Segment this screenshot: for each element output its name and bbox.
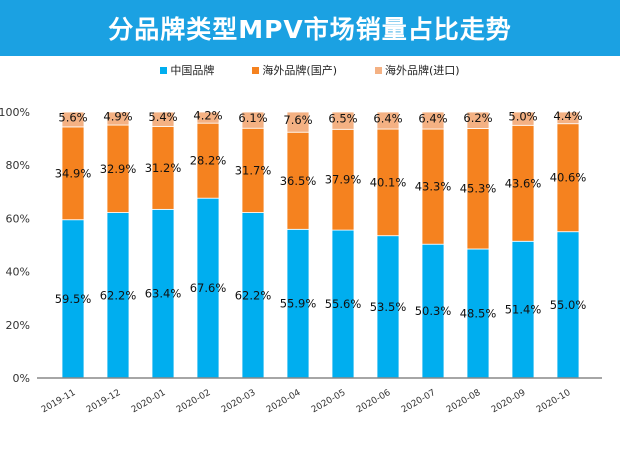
legend-label: 海外品牌(国产) (262, 64, 337, 77)
data-label: 6.5% (328, 112, 357, 126)
x-tick-label: 2020-05 (310, 388, 348, 415)
chart-title: 分品牌类型MPV市场销量占比走势 (108, 15, 512, 44)
data-label: 4.9% (103, 110, 132, 124)
data-label: 40.1% (370, 175, 407, 189)
y-tick-label: 20% (6, 319, 30, 332)
x-tick-label: 2020-02 (175, 388, 213, 415)
data-label: 6.1% (238, 111, 267, 125)
data-label: 53.5% (370, 300, 407, 314)
bar-segment (286, 111, 310, 133)
bar-segment (466, 111, 490, 129)
x-tick-label: 2020-09 (490, 388, 528, 416)
data-label: 62.2% (100, 288, 137, 302)
bar-segment (511, 111, 535, 126)
data-label: 4.2% (193, 109, 222, 123)
x-tick-label: 2020-10 (535, 388, 573, 416)
data-label: 48.5% (460, 306, 497, 320)
legend-label: 海外品牌(进口) (385, 64, 460, 77)
y-tick-label: 0% (13, 372, 30, 385)
data-label: 55.0% (550, 298, 587, 312)
data-label: 55.6% (325, 297, 362, 311)
data-label: 43.6% (505, 176, 542, 190)
data-label: 31.2% (145, 161, 182, 175)
x-tick-label: 2020-03 (220, 388, 258, 415)
bar-segment (331, 111, 355, 130)
data-label: 62.2% (235, 288, 272, 302)
y-tick-label: 60% (6, 212, 30, 225)
legend-label: 中国品牌 (170, 64, 215, 77)
x-tick-label: 2020-04 (265, 388, 303, 416)
data-label: 31.7% (235, 163, 272, 177)
x-tick-label: 2020-01 (130, 388, 168, 415)
x-tick-label: 2020-06 (355, 388, 393, 416)
bar-segment (241, 111, 265, 129)
title-bar: 分品牌类型MPV市场销量占比走势 (0, 0, 620, 56)
legend-swatch (375, 66, 382, 74)
data-label: 67.6% (190, 281, 227, 295)
legend-item: 中国品牌 (160, 62, 214, 78)
data-label: 45.3% (460, 182, 497, 196)
bar-segment (556, 111, 580, 125)
data-label: 5.4% (148, 110, 177, 124)
bar-segment (421, 111, 445, 130)
data-label: 55.9% (280, 297, 317, 311)
y-tick-label: 40% (6, 266, 30, 279)
legend-swatch (160, 66, 168, 74)
x-tick-label: 2020-08 (445, 388, 483, 416)
bar-segment (61, 111, 85, 128)
legend-swatch (252, 66, 260, 74)
bar-segment (151, 111, 175, 127)
legend-item: 海外品牌(进口) (375, 62, 460, 78)
data-label: 43.3% (415, 180, 452, 194)
bar-segment (196, 111, 220, 124)
data-label: 6.2% (463, 111, 492, 125)
data-label: 36.5% (280, 174, 317, 188)
y-tick-label: 100% (0, 106, 30, 119)
data-label: 34.9% (55, 166, 92, 180)
data-label: 4.4% (553, 109, 582, 123)
x-tick-label: 2019-11 (40, 388, 78, 415)
data-label: 37.9% (325, 173, 362, 187)
data-label: 50.3% (415, 304, 452, 318)
y-tick-label: 80% (6, 159, 30, 172)
data-label: 28.2% (190, 154, 227, 168)
data-label: 5.6% (58, 110, 87, 124)
data-label: 40.6% (550, 171, 587, 185)
x-tick-label: 2019-12 (85, 388, 123, 415)
data-label: 6.4% (373, 112, 402, 126)
legend: 中国品牌 海外品牌(国产) 海外品牌(进口) (0, 62, 620, 78)
bar-segment (376, 111, 400, 130)
data-label: 63.4% (145, 287, 182, 301)
data-label: 5.0% (508, 110, 537, 124)
data-label: 59.5% (55, 292, 92, 306)
data-label: 6.4% (418, 112, 447, 126)
data-label: 51.4% (505, 303, 542, 317)
legend-item: 海外品牌(国产) (252, 62, 337, 78)
data-label: 32.9% (100, 162, 137, 176)
data-label: 7.6% (283, 113, 312, 127)
x-tick-label: 2020-07 (400, 388, 438, 415)
bar-segment (106, 111, 130, 126)
